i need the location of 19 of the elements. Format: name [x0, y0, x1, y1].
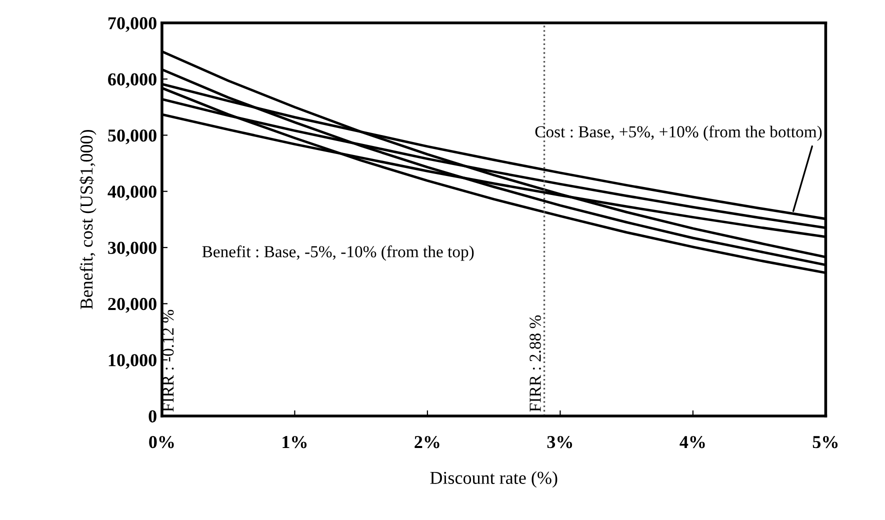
- y-tick-label: 60,000: [108, 73, 156, 88]
- annotation: Benefit : Base, -5%, -10% (from the top): [202, 245, 474, 261]
- x-tick-label: 1%: [282, 436, 307, 448]
- y-axis-title: Benefit, cost (US$1,000): [79, 130, 96, 310]
- y-tick-label: 40,000: [108, 186, 156, 200]
- x-tick-label: 5%: [812, 436, 838, 448]
- ref-line-label: FIRR : 2.88 %: [530, 315, 541, 412]
- y-tick-label: 50,000: [108, 129, 156, 144]
- y-tick-label: 0: [148, 410, 156, 422]
- x-tick-label: 3%: [547, 436, 572, 448]
- y-tick-label: 20,000: [108, 298, 156, 313]
- y-tick-label: 30,000: [108, 242, 156, 257]
- x-tick-label: 0%: [149, 436, 174, 448]
- y-tick-label: 10,000: [108, 354, 156, 369]
- x-tick-label: 2%: [414, 436, 440, 448]
- x-axis-title: Discount rate (%): [430, 471, 558, 488]
- y-tick-label: 70,000: [108, 17, 156, 32]
- annotation: Cost : Base, +5%, +10% (from the bottom): [535, 126, 822, 141]
- x-tick-label: 4%: [680, 436, 705, 448]
